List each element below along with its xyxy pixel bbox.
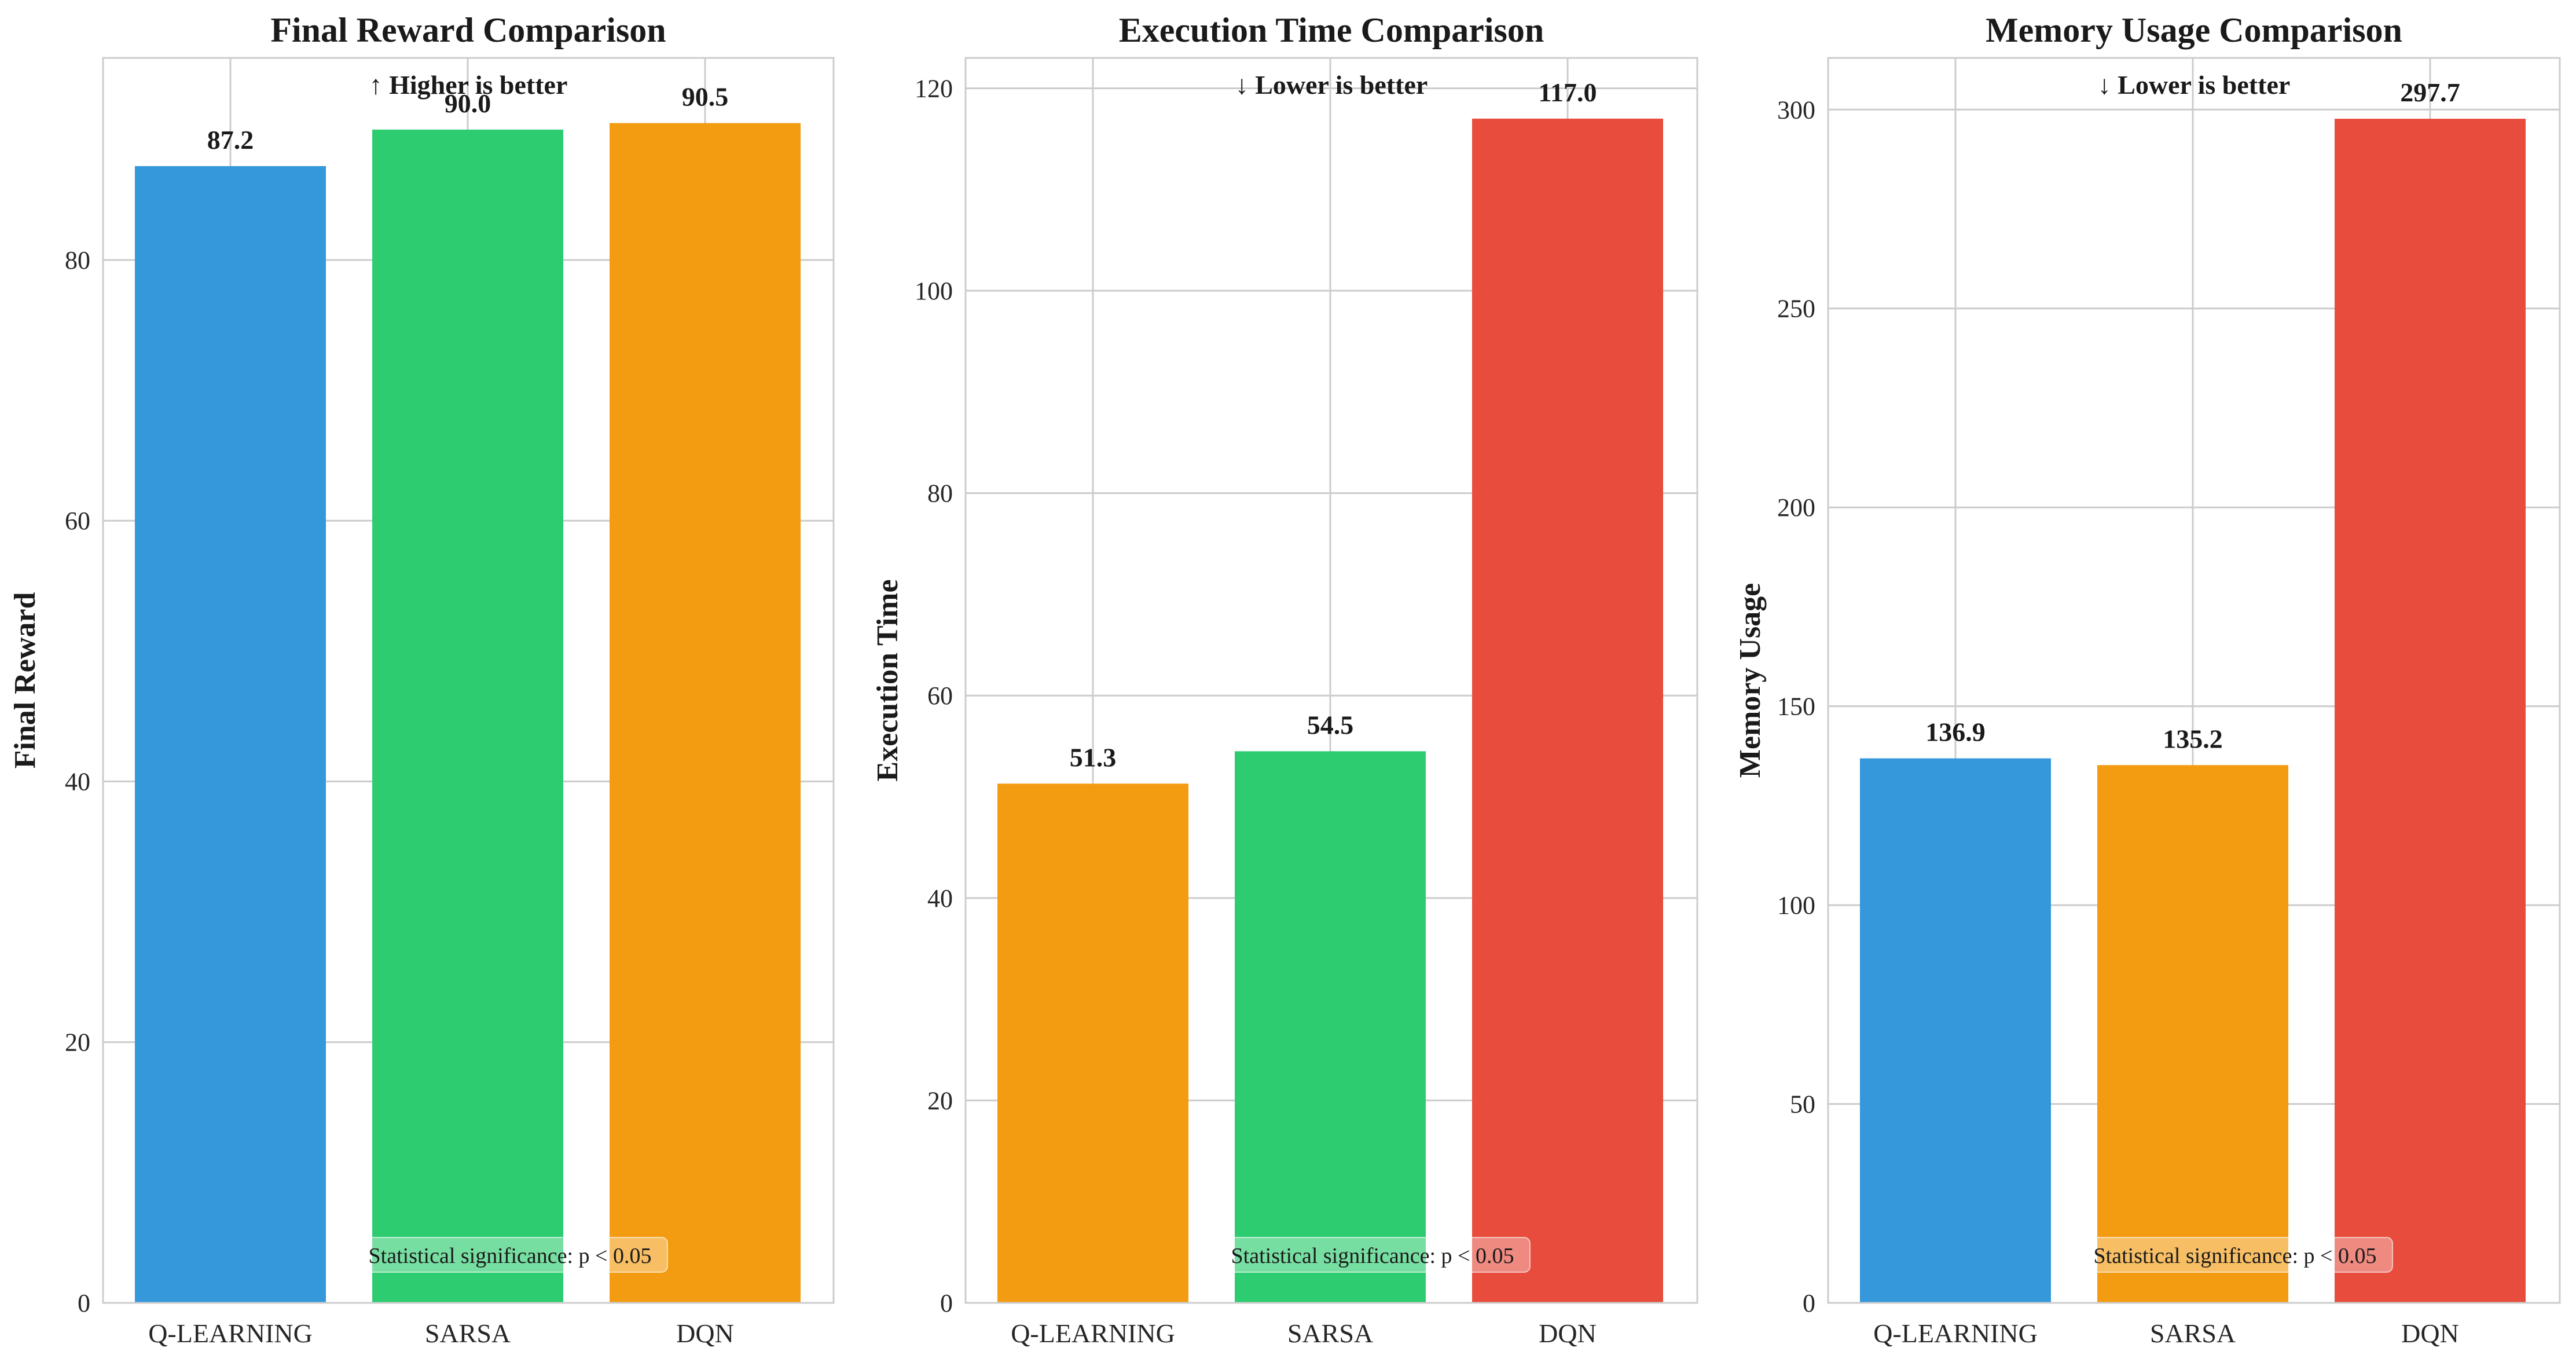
y-tick-label: 300 <box>1777 96 1815 124</box>
y-tick-label: 60 <box>927 682 953 710</box>
y-tick-label: 0 <box>78 1289 90 1317</box>
y-axis-label: Final Reward <box>9 592 42 769</box>
significance-note: Statistical significance: p < 0.05 <box>369 1244 652 1268</box>
bar-q-learning <box>997 783 1188 1303</box>
significance-box <box>2077 1237 2393 1273</box>
y-tick-label: 150 <box>1777 693 1815 721</box>
y-tick-label: 50 <box>1790 1090 1815 1119</box>
x-tick-label: SARSA <box>2150 1319 2236 1348</box>
direction-annotation: ↑ Higher is better <box>369 70 568 100</box>
significance-note: Statistical significance: p < 0.05 <box>1231 1244 1514 1268</box>
x-tick-label: Q-LEARNING <box>1011 1319 1175 1348</box>
y-tick-label: 0 <box>940 1289 953 1317</box>
y-tick-label: 20 <box>927 1086 953 1115</box>
y-tick-label: 120 <box>915 74 953 102</box>
bar-dqn <box>1472 118 1663 1303</box>
bar-value-label: 297.7 <box>2400 78 2460 107</box>
bar-dqn <box>610 123 801 1303</box>
bar-value-label: 90.5 <box>682 82 729 112</box>
y-tick-label: 250 <box>1777 295 1815 323</box>
y-tick-label: 40 <box>65 767 90 796</box>
plot-frame <box>102 57 835 1304</box>
bar-q-learning <box>1860 758 2051 1303</box>
bar-value-label: 117.0 <box>1539 78 1597 107</box>
bar-sarsa <box>1235 751 1426 1303</box>
chart-title: Final Reward Comparison <box>270 11 666 49</box>
bar-sarsa <box>372 129 563 1303</box>
x-tick-label: Q-LEARNING <box>1873 1319 2038 1348</box>
significance-box <box>352 1237 668 1273</box>
bar-value-label: 51.3 <box>1070 742 1117 772</box>
bar-value-label: 54.5 <box>1307 710 1354 739</box>
significance-note: Statistical significance: p < 0.05 <box>2094 1244 2377 1268</box>
x-tick-label: SARSA <box>1287 1319 1373 1348</box>
chart-title: Memory Usage Comparison <box>1986 11 2402 49</box>
y-tick-label: 100 <box>1777 891 1815 920</box>
bar-q-learning <box>135 166 326 1303</box>
chart-title: Execution Time Comparison <box>1119 11 1544 49</box>
plot-frame <box>1827 57 2561 1304</box>
y-tick-label: 80 <box>65 246 90 274</box>
y-tick-label: 0 <box>1803 1289 1815 1317</box>
y-axis-label: Execution Time <box>871 579 904 781</box>
direction-annotation: ↓ Lower is better <box>2098 70 2291 100</box>
x-tick-label: DQN <box>1539 1319 1597 1348</box>
y-tick-label: 20 <box>65 1028 90 1057</box>
y-tick-label: 40 <box>927 884 953 913</box>
direction-annotation: ↓ Lower is better <box>1235 70 1428 100</box>
x-tick-label: Q-LEARNING <box>148 1319 313 1348</box>
y-tick-label: 200 <box>1777 493 1815 522</box>
y-tick-label: 60 <box>65 507 90 535</box>
plot-frame <box>964 57 1698 1304</box>
bar-dqn <box>2335 119 2526 1303</box>
bar-value-label: 135.2 <box>2163 724 2223 753</box>
y-tick-label: 80 <box>927 479 953 508</box>
bar-sarsa <box>2097 765 2288 1303</box>
bar-value-label: 90.0 <box>445 89 491 118</box>
bar-value-label: 87.2 <box>207 125 254 155</box>
x-tick-label: SARSA <box>425 1319 511 1348</box>
y-axis-label: Memory Usage <box>1734 583 1767 778</box>
bar-value-label: 136.9 <box>1925 717 1986 747</box>
significance-box <box>1214 1237 1531 1273</box>
x-tick-label: DQN <box>676 1319 734 1348</box>
x-tick-label: DQN <box>2401 1319 2459 1348</box>
y-tick-label: 100 <box>915 277 953 305</box>
